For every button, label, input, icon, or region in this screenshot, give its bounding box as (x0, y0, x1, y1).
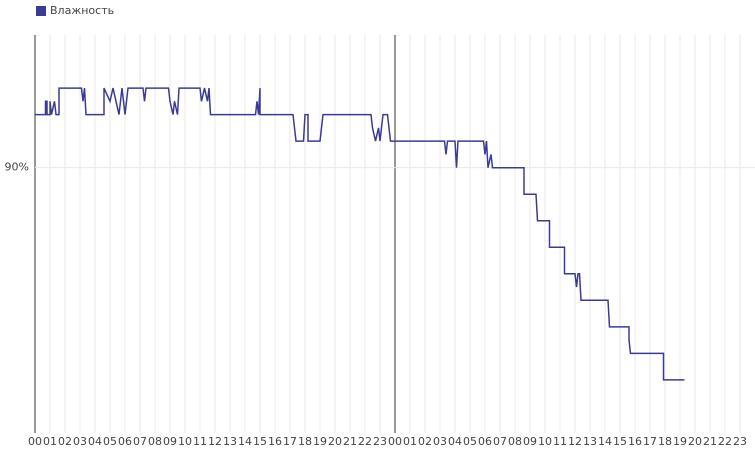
x-tick-label: 19 (673, 435, 687, 448)
x-tick-label: 09 (523, 435, 537, 448)
x-tick-label: 14 (598, 435, 612, 448)
x-tick-label: 16 (628, 435, 642, 448)
legend-swatch (36, 6, 46, 16)
x-tick-label: 05 (103, 435, 117, 448)
x-tick-label: 23 (733, 435, 747, 448)
x-tick-label: 18 (658, 435, 672, 448)
x-tick-label: 15 (613, 435, 627, 448)
x-tick-label: 07 (493, 435, 507, 448)
x-tick-label: 23 (373, 435, 387, 448)
x-tick-label: 17 (283, 435, 297, 448)
x-tick-label: 20 (688, 435, 702, 448)
x-tick-label: 10 (538, 435, 552, 448)
x-tick-label: 02 (58, 435, 72, 448)
x-tick-label: 18 (298, 435, 312, 448)
x-tick-label: 06 (478, 435, 492, 448)
x-tick-label: 12 (568, 435, 582, 448)
x-tick-label: 14 (238, 435, 252, 448)
legend-label: Влажность (50, 4, 114, 17)
x-tick-label: 20 (328, 435, 342, 448)
x-tick-label: 21 (703, 435, 717, 448)
x-tick-label: 22 (358, 435, 372, 448)
x-tick-label: 07 (133, 435, 147, 448)
x-tick-label: 11 (193, 435, 207, 448)
x-tick-label: 10 (178, 435, 192, 448)
line (35, 87, 685, 381)
x-tick-label: 13 (583, 435, 597, 448)
x-tick-label: 15 (253, 435, 267, 448)
y-tick-label: 90% (5, 161, 29, 174)
x-tick-label: 00 (388, 435, 402, 448)
x-tick-label: 06 (118, 435, 132, 448)
x-tick-label: 19 (313, 435, 327, 448)
x-tick-label: 17 (643, 435, 657, 448)
x-tick-label: 22 (718, 435, 732, 448)
x-tick-label: 03 (433, 435, 447, 448)
x-tick-label: 12 (208, 435, 222, 448)
x-tick-label: 02 (418, 435, 432, 448)
x-tick-label: 00 (28, 435, 42, 448)
x-tick-label: 05 (463, 435, 477, 448)
x-tick-label: 04 (448, 435, 462, 448)
x-tick-label: 09 (163, 435, 177, 448)
x-tick-label: 16 (268, 435, 282, 448)
x-tick-label: 11 (553, 435, 567, 448)
x-tick-label: 04 (88, 435, 102, 448)
x-tick-label: 01 (403, 435, 417, 448)
x-tick-label: 08 (148, 435, 162, 448)
x-tick-label: 21 (343, 435, 357, 448)
x-tick-label: 01 (43, 435, 57, 448)
x-tick-label: 13 (223, 435, 237, 448)
x-tick-label: 03 (73, 435, 87, 448)
x-tick-label: 08 (508, 435, 522, 448)
